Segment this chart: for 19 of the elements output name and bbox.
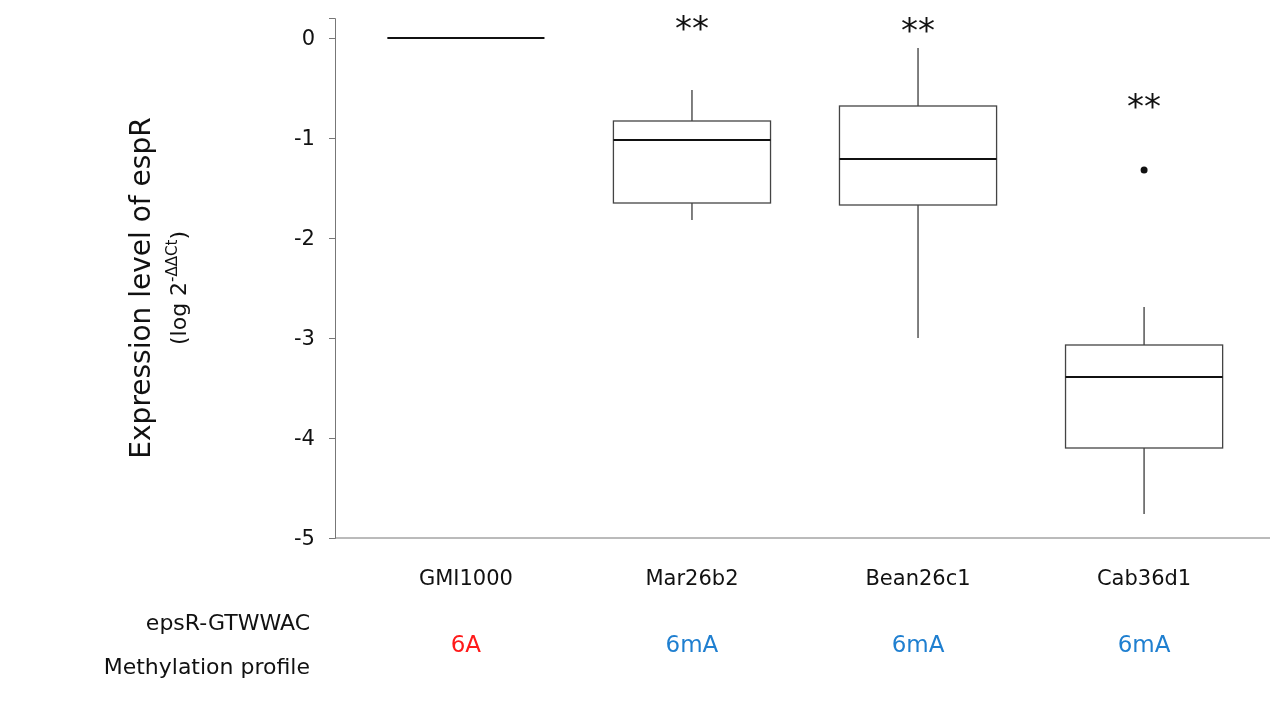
x-tick-label: Bean26c1 xyxy=(865,565,971,590)
text: 6mA xyxy=(1117,631,1171,657)
annotation: ** xyxy=(674,8,709,48)
x-tick-label: Mar26b2 xyxy=(645,565,739,590)
text: Methylation profile xyxy=(103,654,310,679)
x-tick-label: Cab36d1 xyxy=(1096,565,1192,590)
y-tick-label: -2 xyxy=(294,226,315,251)
annotation: ** xyxy=(901,10,936,50)
y-tick-label: -4 xyxy=(294,426,315,451)
text: epsR-GTWWAC xyxy=(145,610,310,635)
text: 6mA xyxy=(891,631,945,657)
y-tick-label: -3 xyxy=(294,326,315,351)
text: 6mA xyxy=(665,631,719,657)
y-tick-label: 0 xyxy=(301,26,315,51)
text: 6A xyxy=(450,631,482,657)
y-tick-label: -1 xyxy=(294,126,315,151)
y-tick-label: -5 xyxy=(294,526,315,551)
annotation: ** xyxy=(1127,86,1162,126)
x-tick-label: GMI1000 xyxy=(418,565,513,590)
